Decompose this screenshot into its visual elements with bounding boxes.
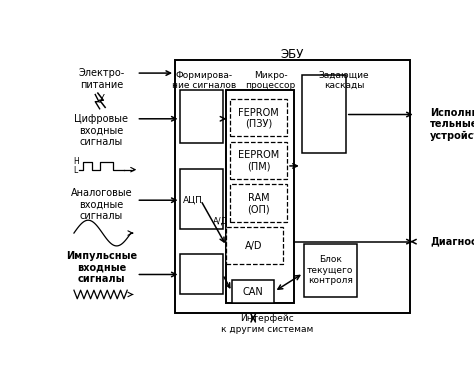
Text: Задающие
каскады: Задающие каскады	[319, 70, 369, 90]
Text: ЭБУ: ЭБУ	[281, 48, 304, 61]
Bar	[301, 75, 346, 153]
Text: (ПМ): (ПМ)	[247, 161, 271, 171]
Bar	[227, 227, 283, 265]
Text: Диагностика: Диагностика	[430, 237, 474, 247]
Text: (ПЗУ): (ПЗУ)	[245, 118, 273, 128]
Bar	[181, 169, 223, 229]
Text: /: /	[100, 94, 103, 104]
Text: Цифровые
входные
сигналы: Цифровые входные сигналы	[74, 114, 128, 147]
Bar	[230, 99, 287, 136]
Text: (ОП): (ОП)	[247, 204, 270, 214]
Text: RAM: RAM	[248, 193, 270, 203]
Text: АЦП: АЦП	[183, 196, 203, 205]
Text: CAN: CAN	[243, 287, 264, 297]
Text: Аналоговые
входные
сигналы: Аналоговые входные сигналы	[71, 188, 132, 221]
Bar	[232, 280, 274, 303]
Text: Формирова-
ние сигналов: Формирова- ние сигналов	[172, 70, 237, 90]
Bar	[230, 142, 287, 179]
Text: А/Д: А/Д	[213, 217, 228, 226]
Text: L: L	[73, 166, 77, 175]
Bar	[175, 60, 410, 313]
Text: Интерфейс
к другим системам: Интерфейс к другим системам	[220, 314, 313, 334]
Text: Электро-
питание: Электро- питание	[78, 68, 125, 90]
Text: A/D: A/D	[245, 241, 263, 251]
Bar	[181, 90, 223, 143]
Text: FEPROM: FEPROM	[238, 108, 279, 118]
Text: H: H	[73, 157, 79, 166]
Text: EEPROM: EEPROM	[238, 150, 279, 160]
Text: Блок
текущего
контроля: Блок текущего контроля	[307, 255, 354, 285]
Bar	[303, 244, 357, 297]
Bar	[230, 184, 287, 221]
Bar	[227, 90, 294, 303]
Text: Исполни-
тельные
устройства: Исполни- тельные устройства	[430, 108, 474, 141]
Text: Микро-
процессор: Микро- процессор	[246, 70, 296, 90]
Text: Импульсные
входные
сигналы: Импульсные входные сигналы	[66, 251, 137, 284]
Bar	[181, 255, 223, 295]
